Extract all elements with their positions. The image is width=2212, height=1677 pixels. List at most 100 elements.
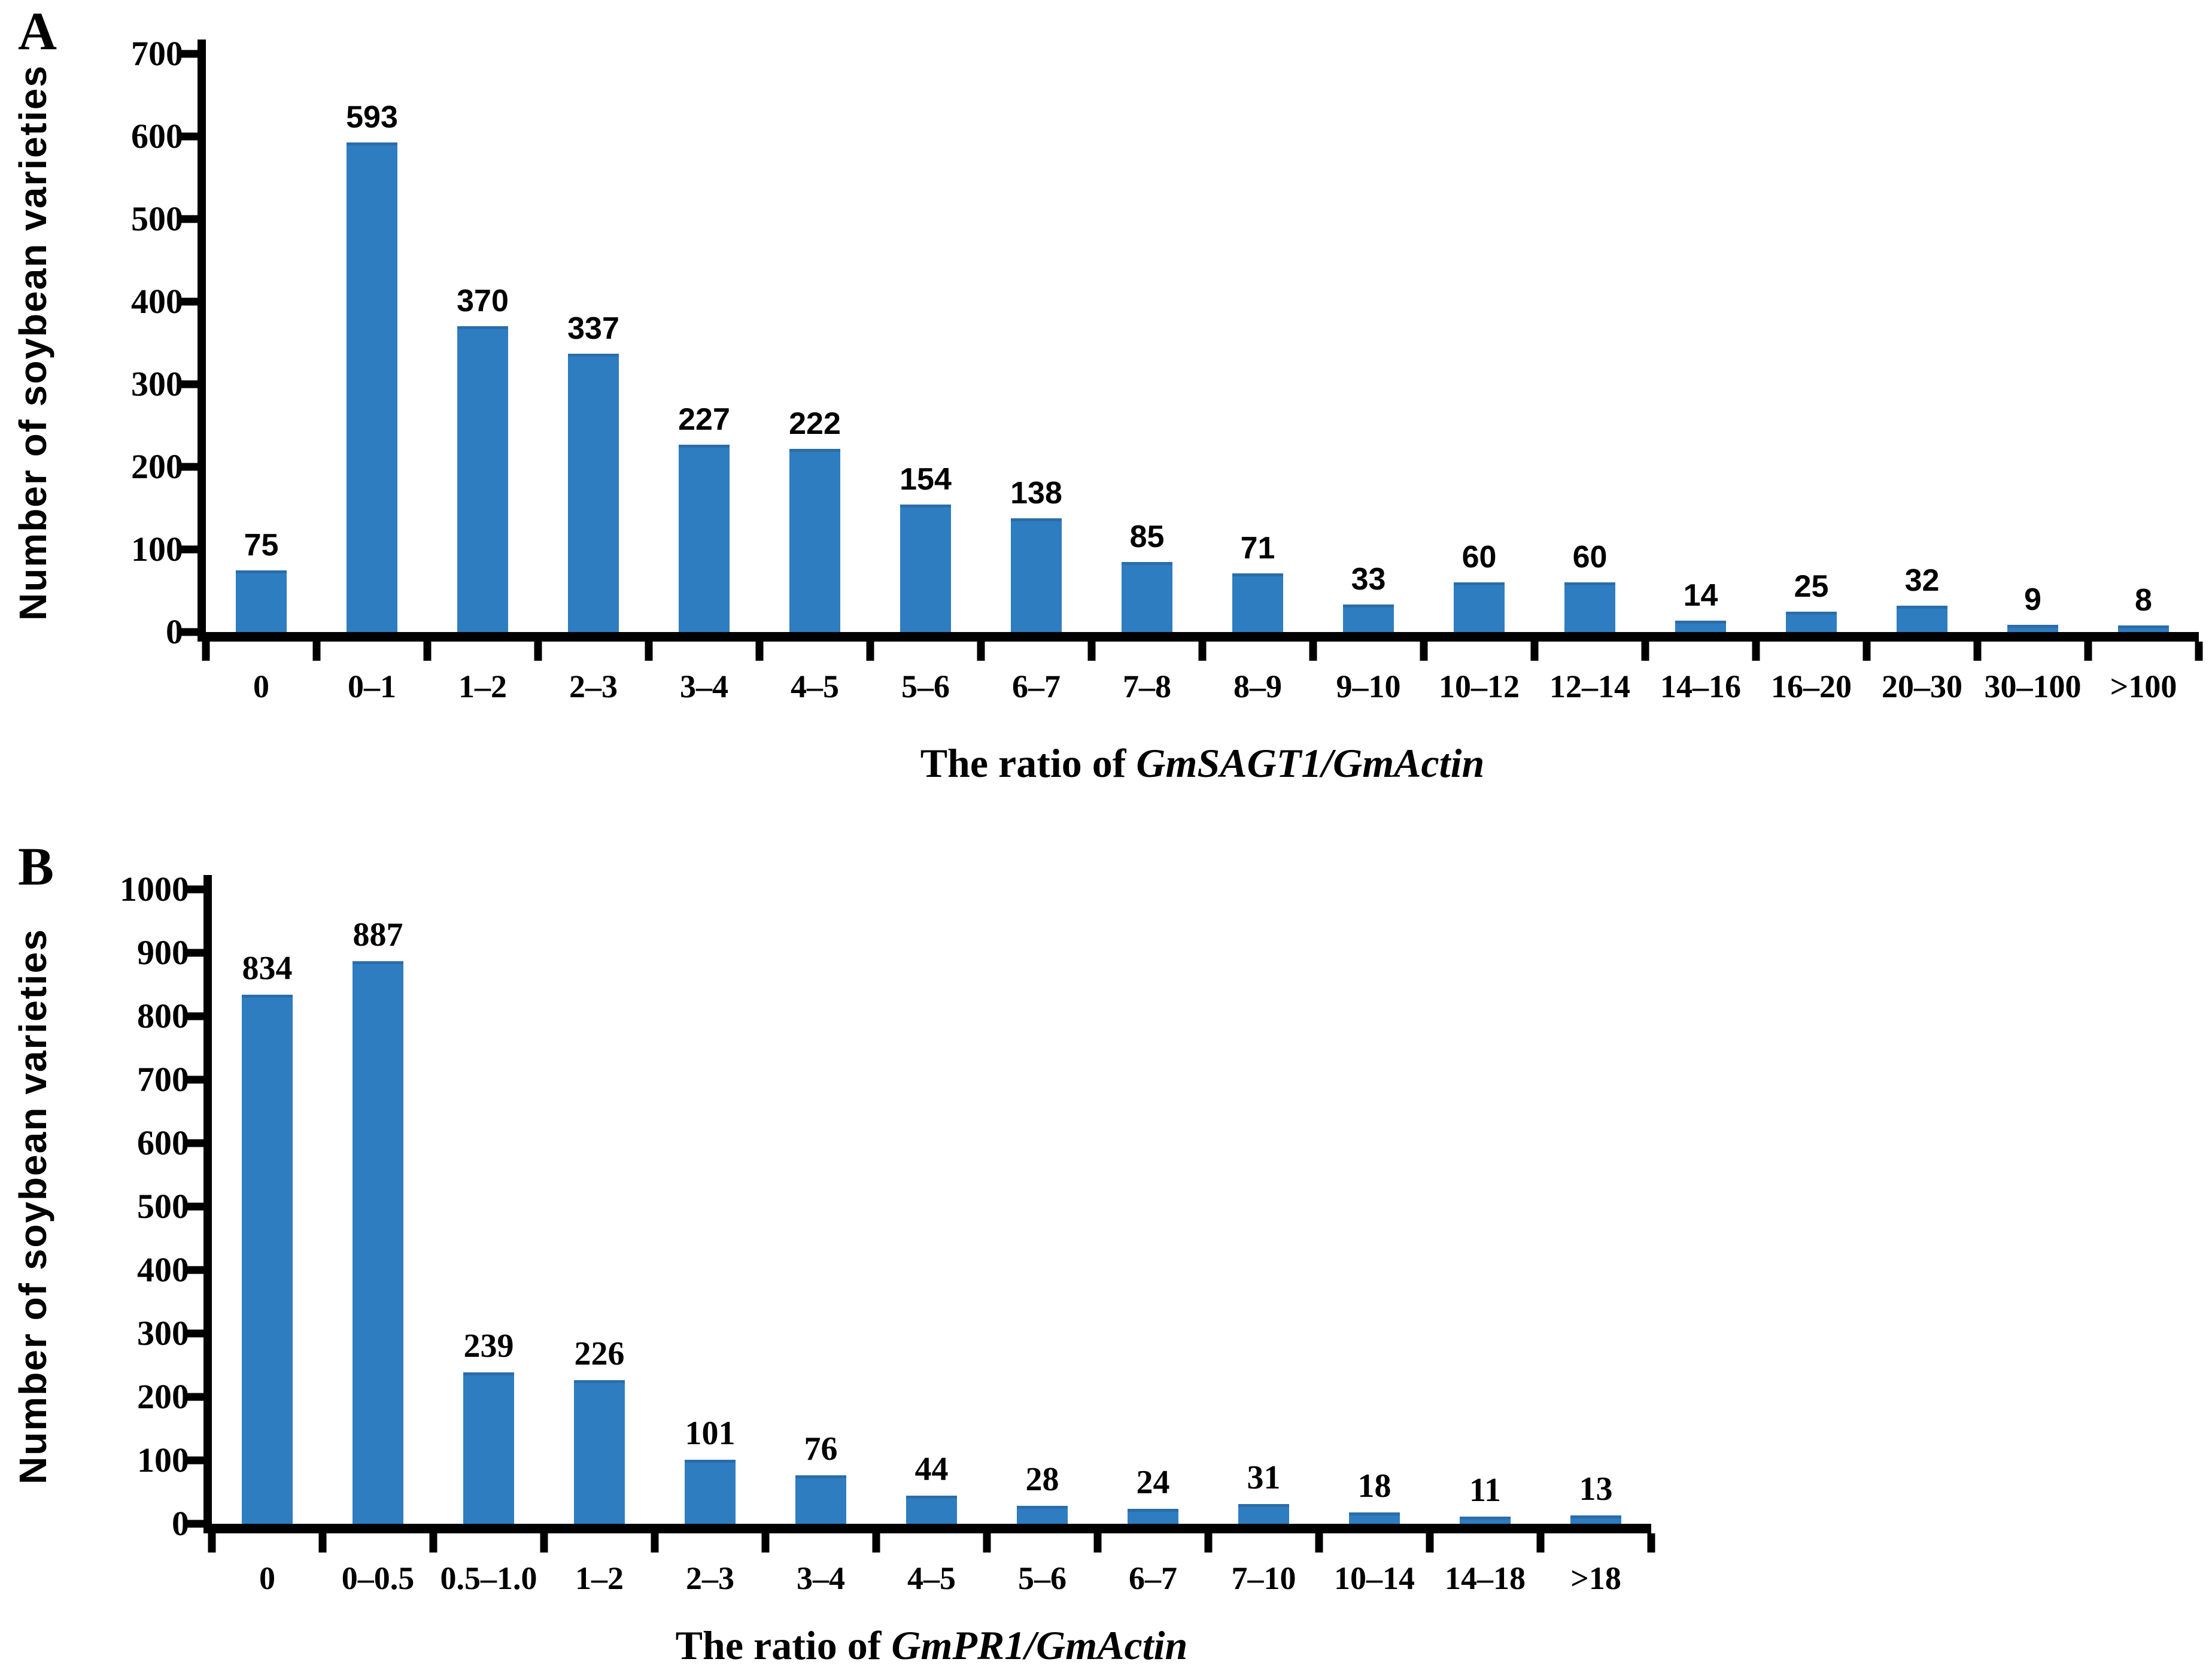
y-tick-label: 300 [131,364,183,403]
x-tick-label: 7–8 [1123,669,1171,704]
x-tick-label: 7–10 [1231,1560,1296,1596]
bar-value-label: 75 [244,527,279,563]
bar-slot: 11 [1430,889,1540,1524]
y-tick-mark [187,1139,203,1147]
x-tick-label: 14–16 [1660,669,1741,704]
y-tick-label: 500 [131,199,183,238]
x-tick-label: 8–9 [1233,669,1282,704]
bar-slot: 887 [323,889,433,1524]
bar-slot: 25 [1756,54,1867,632]
y-tick-label: 0 [166,612,183,651]
x-axis-title-text: The ratio of [675,1623,892,1668]
bar-value-label: 834 [242,949,293,987]
bar-value-label: 13 [1579,1471,1613,1508]
y-tick-label: 100 [131,530,183,569]
y-tick-mark [187,1012,203,1020]
x-axis-title-gene: GmSAGT1/GmActin [1136,740,1485,786]
x-tick-labels: 0 0–1 1–2 2–3 3–4 4–5 5–6 6–7 7–8 8–9 9–10 10–12 12–… [206,668,2199,705]
x-tick-mark [983,1533,991,1553]
bar-value-label: 8 [2135,582,2152,618]
bar-value-label: 28 [1025,1461,1059,1499]
bar-slot: 33 [1313,54,1424,632]
bar-slot: 226 [544,889,655,1524]
x-tick-mark [2195,642,2203,661]
y-tick-label: 600 [131,117,183,156]
bar-value-label: 33 [1351,562,1386,597]
bar-slot: 227 [649,54,759,632]
y-tick-label: 200 [131,447,183,486]
y-tick-mark [187,949,203,957]
x-tick-label: 20–30 [1882,669,1962,704]
bar [1785,611,1837,632]
bar [795,1475,847,1524]
bar-value-label: 154 [900,462,952,497]
y-tick-mark [181,380,198,388]
x-tick-mark [429,1533,437,1553]
bar [573,1380,625,1524]
bar-slot: 24 [1098,889,1208,1524]
bar-value-label: 226 [574,1335,625,1373]
bar [235,570,287,632]
x-tick-label: 10–14 [1334,1560,1415,1596]
bar-slot: 13 [1540,889,1651,1524]
bar-value-label: 370 [457,284,509,319]
y-tick-label: 500 [137,1187,189,1226]
bar [1342,604,1394,632]
x-tick-label: 6–7 [1129,1560,1177,1596]
bar-slot: 32 [1867,54,1977,632]
x-tick-mark [1426,1533,1434,1553]
y-tick-mark [187,1456,203,1465]
y-tick-label: 200 [137,1377,189,1416]
bar-slot: 31 [1208,889,1319,1524]
x-axis-line [198,632,2199,642]
y-tick-label: 1000 [120,870,189,909]
x-tick-mark [1530,642,1539,661]
x-tick-mark [1198,642,1207,661]
bar [1238,1504,1290,1524]
bar-value-label: 44 [914,1451,949,1488]
y-tick-label: 800 [137,997,189,1035]
bar-slot: 85 [1092,54,1202,632]
y-tick-marks [181,50,198,636]
y-axis-line [198,40,206,642]
bar [1564,582,1616,632]
plot-area: 75 593 370 337 227 222 154 138 85 71 33 60 60 14 25 32 9… [206,54,2199,632]
bar-slot: 28 [987,889,1098,1524]
x-tick-mark [1204,1533,1213,1553]
bar [678,444,730,632]
bar-slot: 154 [870,54,981,632]
y-tick-label: 700 [137,1060,189,1099]
x-tick-mark [1647,1533,1655,1553]
panel-letter: B [18,837,54,897]
x-tick-marks [202,642,2203,661]
x-tick-mark [202,642,210,661]
y-tick-mark [181,628,198,636]
y-tick-mark [181,463,198,471]
x-tick-mark [1752,642,1760,661]
x-tick-mark [423,642,432,661]
x-tick-mark [1093,1533,1102,1553]
x-tick-label: 0 [259,1560,275,1596]
x-tick-label: 4–5 [907,1560,956,1596]
bar-slot: 44 [876,889,987,1524]
bar-value-label: 593 [346,99,398,135]
x-tick-marks [208,1533,1655,1553]
y-tick-label: 900 [137,933,189,972]
x-tick-label: 16–20 [1771,669,1852,704]
x-tick-mark [2084,642,2092,661]
bar [684,1459,736,1524]
bar-value-label: 227 [678,402,730,437]
x-tick-label: >100 [2110,669,2177,704]
y-tick-mark [187,1393,203,1401]
y-tick-label: 700 [131,34,183,73]
x-tick-mark [977,642,985,661]
y-tick-label: 400 [131,282,183,321]
y-tick-label: 300 [137,1314,189,1353]
bar-value-label: 24 [1136,1463,1170,1501]
plot-area: 834 887 239 226 101 76 44 28 24 31 18 11 13 [212,889,1651,1524]
x-tick-label: 2–3 [569,669,618,704]
bar-slot: 337 [538,54,649,632]
x-tick-label: 9–10 [1336,669,1401,704]
bar-value-label: 222 [789,406,841,441]
bar-value-label: 14 [1683,578,1718,613]
